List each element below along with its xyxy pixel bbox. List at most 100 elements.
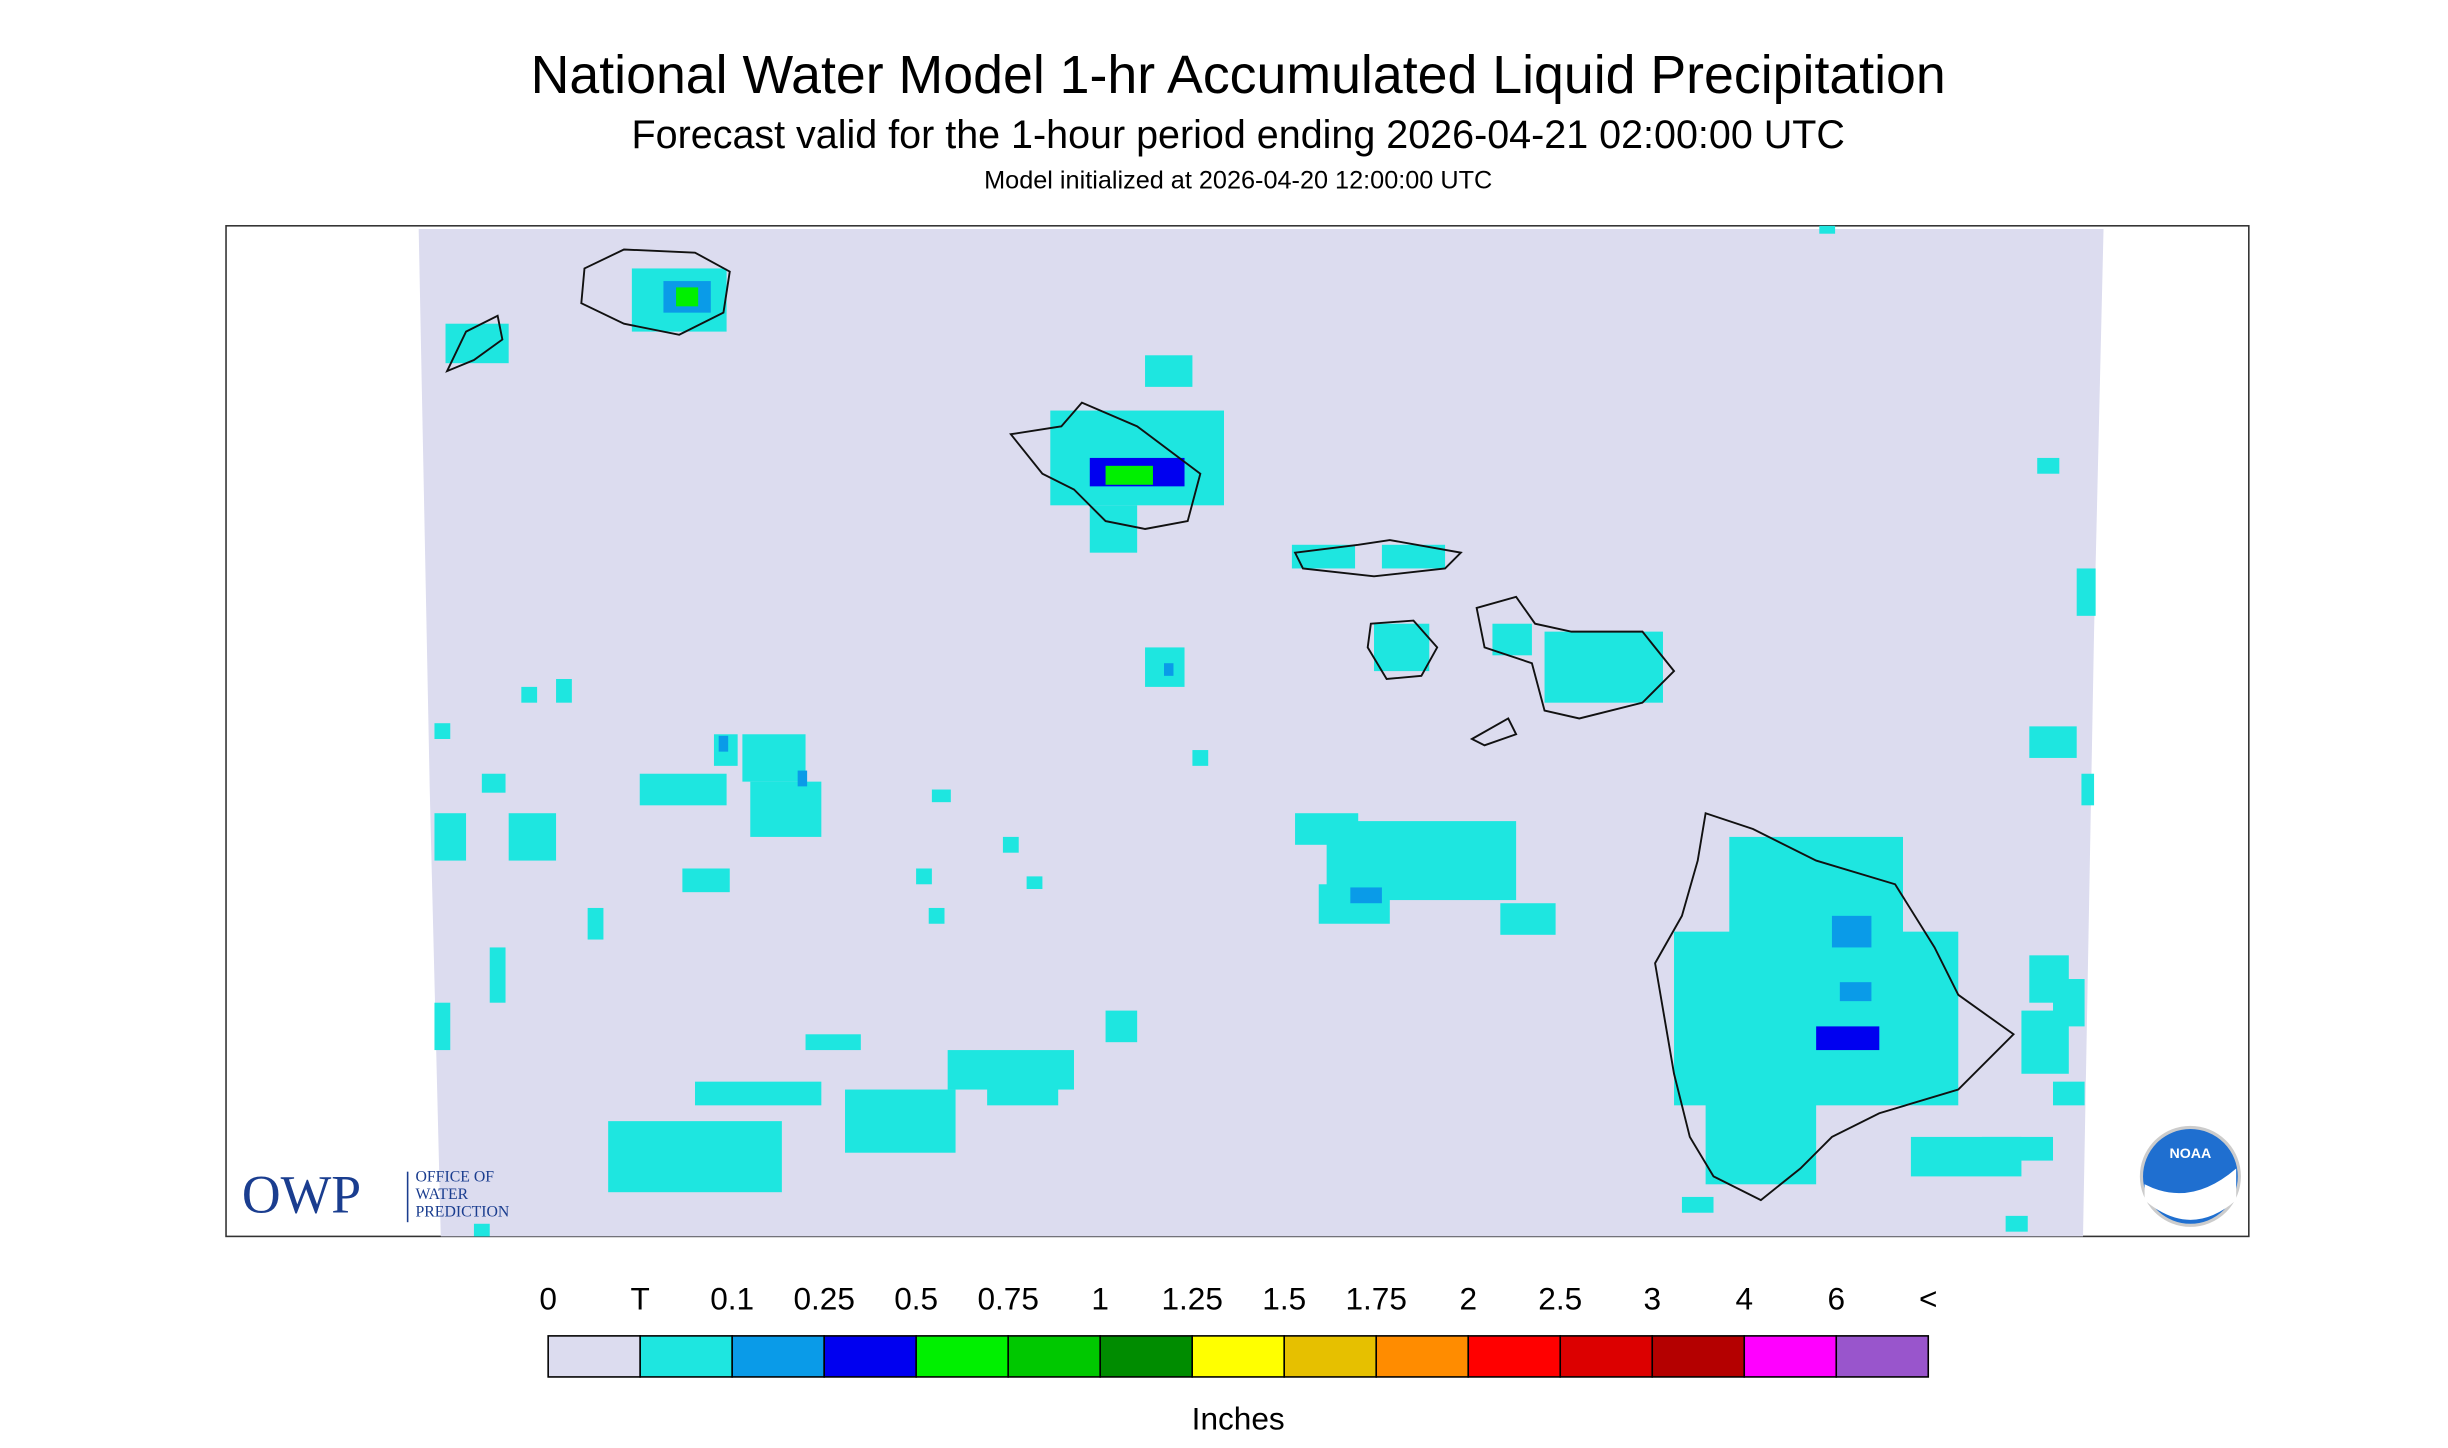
init-time: Model initialized at 2026-04-20 12:00:00… [984,166,1492,194]
precip-cell [2029,726,2077,758]
legend-swatch [823,1335,917,1378]
precip-cell [2005,1215,2028,1232]
island-lanai [1366,619,1439,680]
precip-cell [1026,876,1043,890]
island-hawaii [1654,811,2015,1202]
precip-cell [987,1086,1059,1106]
precip-cell [1674,931,1959,1106]
precip-cell [434,1002,451,1051]
legend-swatch [1375,1335,1470,1378]
precip-cell [845,1089,956,1153]
noaa-logo: NOAA [2139,1125,2241,1227]
precip-cell [676,287,699,307]
legend-swatch [1743,1335,1838,1378]
legend-label: 0.1 [710,1280,754,1316]
legend-label: 0.25 [793,1280,854,1316]
precip-cell [1145,355,1193,387]
precip-cell [718,735,729,752]
precip-cell [695,1081,822,1106]
precip-cell [434,723,451,740]
precip-cell [1105,465,1153,485]
legend-swatch [915,1335,1009,1378]
precip-cell [2081,773,2095,806]
precip-cell [1163,663,1174,676]
legend-swatch [1467,1335,1562,1378]
precip-cell [2076,568,2096,616]
precip-cell [1705,1089,1817,1185]
legend-swatch [547,1335,641,1378]
precip-cell [750,781,822,837]
legend-label: 2.5 [1538,1280,1582,1316]
precip-cell [682,868,730,893]
precip-cell [1350,887,1382,904]
precip-cell [521,686,538,703]
legend-swatch [1559,1335,1654,1378]
precip-cell [1381,544,1446,569]
precip-cell [1819,225,1836,234]
island-kauai [580,248,731,336]
precip-cell [2053,979,2085,1027]
legend-swatch [1007,1335,1101,1378]
precip-cell [1981,1136,2054,1161]
precip-cell [556,678,572,703]
noaa-bird [2144,1168,2237,1220]
owp-line: WATER [416,1186,469,1203]
precip-cell [481,773,506,793]
legend-label: < [1919,1280,1937,1316]
legend: 0 T 0.1 0.25 0.5 0.75 1 1.25 1.5 1.75 2 2.5 3 4 6 < [539,1280,1937,1378]
precip-cell [805,1034,861,1051]
legend-label: 1 [1091,1280,1109,1316]
legend-swatch [731,1335,825,1378]
legend-label: T [631,1280,650,1316]
precip-cell [1500,903,1556,935]
title: National Water Model 1-hr Accumulated Li… [531,45,1946,105]
precip-layer [434,225,2096,1237]
precip-cell [508,813,557,861]
legend-units: Inches [1192,1400,1285,1436]
precip-cell [2037,457,2060,474]
precip-cell [434,813,467,861]
owp-line: OFFICE OF [416,1169,495,1186]
legend-label: 1.5 [1262,1280,1306,1316]
island-maui [1475,595,1676,720]
owp-logo: OWP OFFICE OF WATER PREDICTION [242,1164,510,1224]
precip-cell [1831,915,1872,948]
precip-cell [608,1121,782,1193]
precip-cell [1492,623,1532,656]
precip-cell [742,734,806,782]
precip-cell [916,868,932,885]
precip-cell [1681,1196,1714,1213]
precip-cell [1816,1026,1880,1051]
precip-cell [928,907,945,924]
legend-swatch [1835,1335,1930,1378]
precip-cell [587,907,604,940]
precip-cell [797,770,808,787]
precip-cell [1192,750,1209,766]
legend-label: 0.75 [977,1280,1038,1316]
island-oahu [1009,401,1202,530]
island-kahoolawe [1469,717,1518,747]
precip-cell [2053,1081,2085,1106]
precip-cell [1105,1010,1138,1043]
legend-label: 0.5 [894,1280,938,1316]
owp-line: PREDICTION [416,1203,510,1220]
precip-cell [1002,836,1019,853]
subtitle: Forecast valid for the 1-hour period end… [632,113,1845,157]
legend-label: 1.25 [1161,1280,1222,1316]
legend-swatch [1191,1335,1286,1378]
precip-cell [639,773,727,806]
legend-swatch [1099,1335,1193,1378]
precip-cell [473,1223,490,1237]
legend-swatch [1651,1335,1746,1378]
precip-cell [1544,631,1663,703]
island-molokai [1293,539,1463,578]
noaa-text: NOAA [2169,1146,2211,1162]
legend-label: 2 [1459,1280,1477,1316]
legend-swatch [1283,1335,1378,1378]
precip-cell [1839,982,1872,1002]
legend-label: 6 [1827,1280,1845,1316]
precip-cell [947,1050,1074,1090]
legend-label: 4 [1735,1280,1753,1316]
